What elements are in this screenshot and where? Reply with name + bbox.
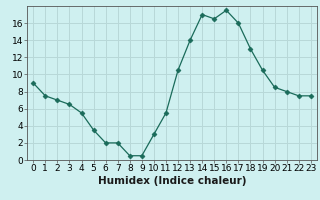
X-axis label: Humidex (Indice chaleur): Humidex (Indice chaleur): [98, 176, 246, 186]
